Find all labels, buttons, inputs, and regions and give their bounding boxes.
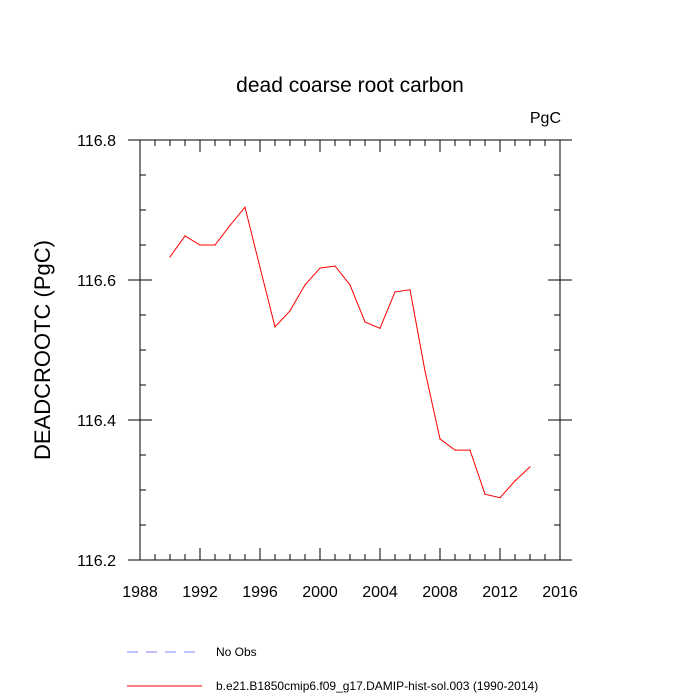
data-point <box>379 327 381 329</box>
x-tick-label: 2004 <box>362 584 398 601</box>
y-tick-label: 116.8 <box>77 133 116 150</box>
series-line <box>169 206 531 499</box>
data-point <box>514 480 516 482</box>
data-point <box>184 235 186 237</box>
legend-label-model: b.e21.B1850cmip6.f09_g17.DAMIP-hist-sol.… <box>216 679 538 693</box>
x-tick-label: 1992 <box>182 584 218 601</box>
data-point <box>529 466 531 468</box>
data-point <box>319 267 321 269</box>
units-label: PgC <box>530 110 561 127</box>
data-point <box>439 438 441 440</box>
y-tick-label: 116.4 <box>77 413 116 430</box>
data-point <box>469 449 471 451</box>
data-point <box>499 497 501 499</box>
data-point <box>289 310 291 312</box>
data-point <box>334 265 336 267</box>
data-point <box>259 266 261 268</box>
x-tick-label: 2008 <box>422 584 458 601</box>
chart-title: dead coarse root carbon <box>236 74 464 97</box>
y-tick-label: 116.6 <box>77 273 116 290</box>
data-point <box>424 370 426 372</box>
data-point <box>454 449 456 451</box>
series-layer <box>169 206 531 499</box>
x-tick-label: 2016 <box>542 584 578 601</box>
axis-ticks <box>128 139 572 561</box>
x-tick-label: 1988 <box>122 584 158 601</box>
axis-tick-labels: 1988 1992 1996 2000 2004 2008 2012 2016 116.2 116… <box>77 133 578 601</box>
data-point <box>199 244 201 246</box>
legend-label-no-obs: No Obs <box>216 645 257 659</box>
data-point <box>244 206 246 208</box>
legend: No Obs b.e21.B1850cmip6.f09_g17.DAMIP-hi… <box>127 645 538 693</box>
data-point <box>364 321 366 323</box>
data-point <box>229 224 231 226</box>
x-tick-label: 2000 <box>302 584 338 601</box>
data-point <box>274 326 276 328</box>
data-point <box>349 284 351 286</box>
x-tick-label: 1996 <box>242 584 278 601</box>
data-point <box>484 493 486 495</box>
x-tick-label: 2012 <box>482 584 518 601</box>
data-point <box>214 244 216 246</box>
data-point <box>394 291 396 293</box>
data-point <box>169 256 171 258</box>
data-point <box>409 289 411 291</box>
y-axis-label: DEADCROOTC (PgC) <box>30 240 55 460</box>
data-point <box>304 284 306 286</box>
y-tick-label: 116.2 <box>77 553 116 570</box>
